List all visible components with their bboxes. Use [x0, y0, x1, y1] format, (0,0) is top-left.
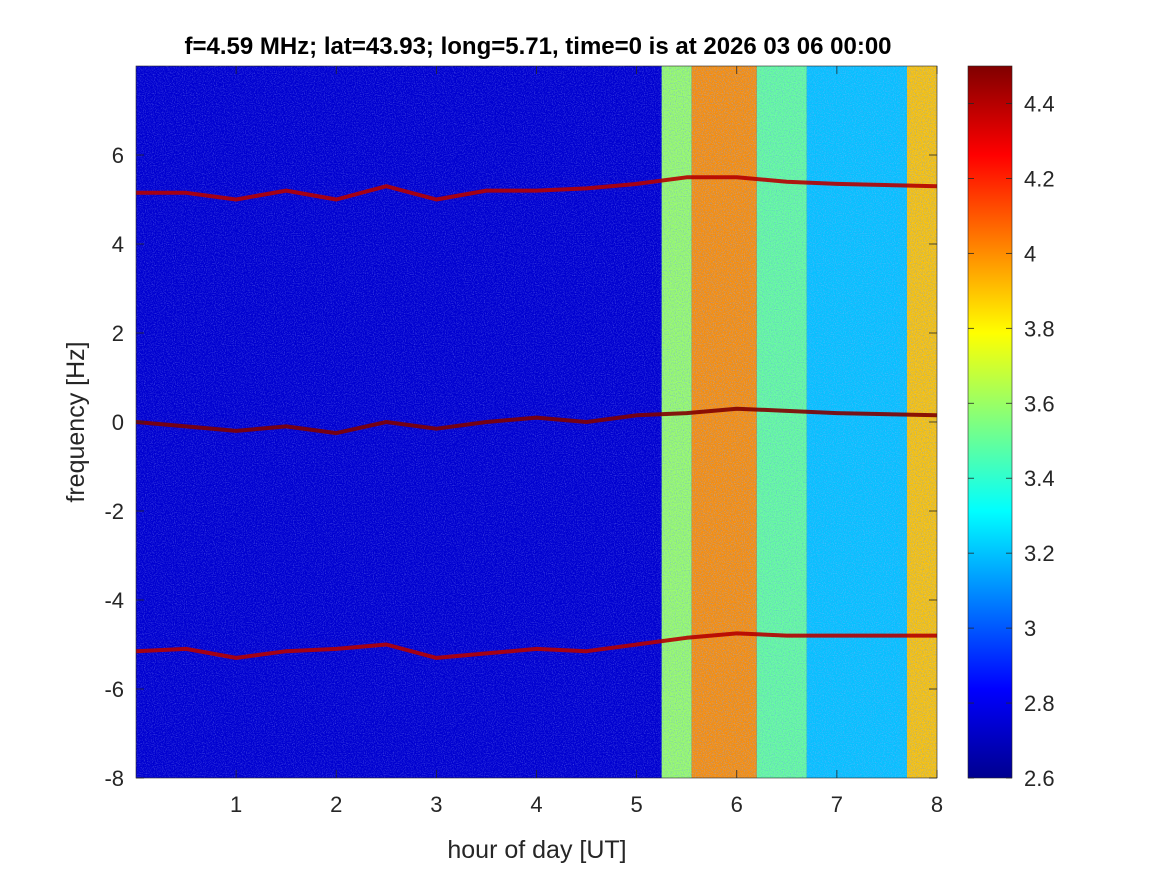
y-tick-label: -8 [104, 766, 124, 791]
x-tick-label: 1 [230, 792, 242, 817]
y-tick-label: -6 [104, 677, 124, 702]
y-axis: 6 4 2 0 -2 -4 -6 -8 [104, 143, 937, 791]
colorbar-tick-label: 4.4 [1024, 91, 1055, 116]
y-axis-label: frequency [Hz] [62, 341, 90, 502]
x-axis-label: hour of day [UT] [447, 836, 626, 864]
x-tick-label: 5 [631, 792, 643, 817]
trace-line [136, 631, 937, 660]
colorbar-tick-label: 3.2 [1024, 541, 1055, 566]
colorbar-tick-label: 3 [1024, 616, 1036, 641]
x-tick-label: 2 [330, 792, 342, 817]
y-tick-label: -4 [104, 588, 124, 613]
y-tick-label: 4 [112, 232, 124, 257]
chart-title: f=4.59 MHz; lat=43.93; long=5.71, time=0… [184, 33, 891, 60]
trace-line [136, 175, 937, 202]
x-axis: 1 2 3 4 5 6 7 8 [230, 66, 943, 817]
y-tick-label: 0 [112, 410, 124, 435]
colorbar-gradient [967, 65, 1013, 779]
plot-area [136, 66, 937, 778]
colorbar-tick-label: 2.6 [1024, 766, 1055, 791]
colorbar-tick-label: 2.8 [1024, 691, 1055, 716]
x-tick-label: 8 [931, 792, 943, 817]
colorbar-tick-label: 4.2 [1024, 166, 1055, 191]
speckle-overlay [136, 66, 937, 778]
y-tick-label: 6 [112, 143, 124, 168]
colorbar-tick-label: 3.8 [1024, 316, 1055, 341]
colorbar-tick-label: 4 [1024, 241, 1036, 266]
colorbar-tick-label: 3.6 [1024, 391, 1055, 416]
doppler-traces [136, 175, 937, 660]
x-tick-label: 7 [831, 792, 843, 817]
y-tick-label: 2 [112, 321, 124, 346]
colorbar: 4.4 4.2 4 3.8 3.6 3.4 3.2 3 2.8 2.6 [967, 65, 1055, 791]
colorbar-tick-label: 3.4 [1024, 466, 1055, 491]
trace-line [136, 406, 937, 436]
colorbar-ticks: 4.4 4.2 4 3.8 3.6 3.4 3.2 3 2.8 2.6 [968, 91, 1055, 791]
x-tick-label: 4 [530, 792, 542, 817]
x-tick-label: 3 [430, 792, 442, 817]
y-tick-label: -2 [104, 499, 124, 524]
x-tick-label: 6 [731, 792, 743, 817]
